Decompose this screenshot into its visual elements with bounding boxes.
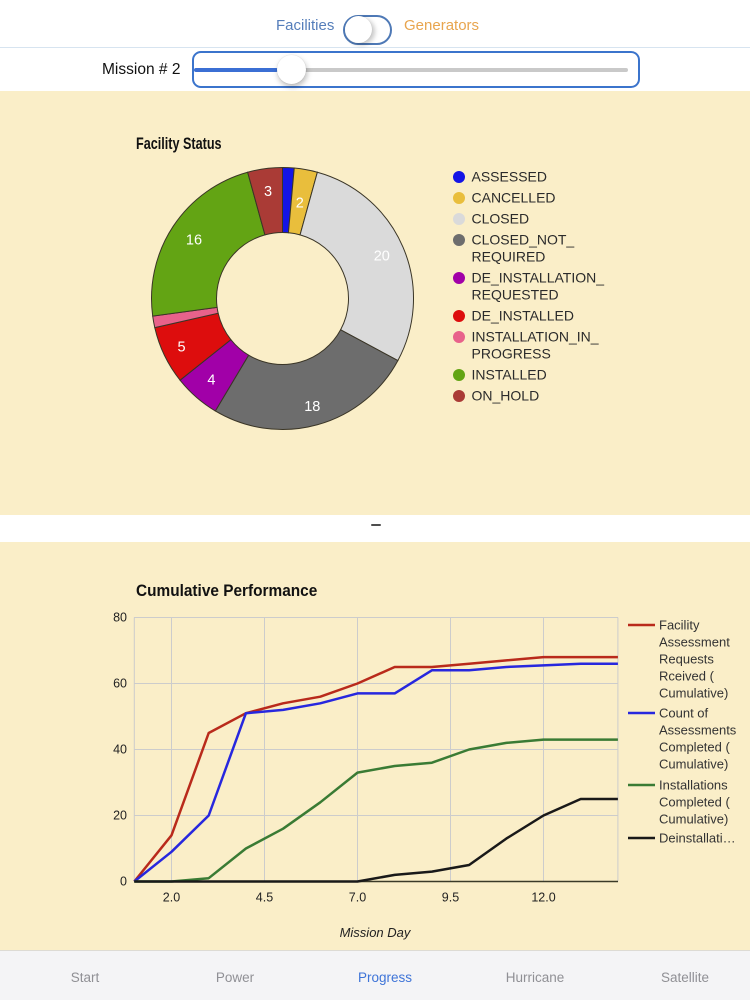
svg-text:DE_INSTALLATION_: DE_INSTALLATION_ — [472, 270, 605, 286]
svg-text:PROGRESS: PROGRESS — [472, 346, 551, 362]
svg-text:Cumulative): Cumulative) — [659, 686, 728, 701]
svg-text:2: 2 — [296, 196, 304, 212]
svg-text:Requests: Requests — [659, 652, 714, 667]
svg-text:REQUIRED: REQUIRED — [472, 249, 546, 265]
svg-text:Rceived (: Rceived ( — [659, 669, 715, 684]
svg-text:CLOSED: CLOSED — [472, 211, 530, 227]
svg-text:REQUESTED: REQUESTED — [472, 287, 559, 303]
svg-text:80: 80 — [113, 611, 127, 625]
svg-text:ASSESSED: ASSESSED — [472, 169, 547, 185]
svg-text:9.5: 9.5 — [442, 891, 459, 905]
svg-text:20: 20 — [374, 249, 390, 265]
svg-text:Completed (: Completed ( — [659, 740, 730, 755]
svg-text:60: 60 — [113, 677, 127, 691]
svg-text:7.0: 7.0 — [349, 891, 366, 905]
svg-text:Cumulative): Cumulative) — [659, 757, 728, 772]
svg-text:ON_HOLD: ON_HOLD — [472, 388, 540, 404]
svg-text:Cumulative): Cumulative) — [659, 812, 728, 827]
svg-text:3: 3 — [264, 184, 272, 200]
svg-text:4: 4 — [207, 372, 215, 388]
svg-text:Assessment: Assessment — [659, 635, 730, 650]
svg-text:Facility: Facility — [659, 618, 700, 633]
svg-text:16: 16 — [186, 233, 202, 249]
svg-text:Count of: Count of — [659, 706, 709, 721]
svg-text:2.0: 2.0 — [163, 891, 180, 905]
svg-text:Mission Day: Mission Day — [340, 925, 412, 940]
svg-text:18: 18 — [304, 399, 320, 415]
svg-text:CANCELLED: CANCELLED — [472, 190, 556, 206]
svg-text:Installations: Installations — [659, 778, 728, 793]
svg-text:4.5: 4.5 — [256, 891, 273, 905]
svg-text:INSTALLED: INSTALLED — [472, 367, 547, 383]
svg-text:0: 0 — [120, 875, 127, 889]
svg-text:5: 5 — [178, 340, 186, 356]
svg-text:DE_INSTALLED: DE_INSTALLED — [472, 308, 574, 324]
svg-text:Assessments: Assessments — [659, 723, 737, 738]
svg-text:40: 40 — [113, 743, 127, 757]
svg-text:Completed (: Completed ( — [659, 795, 730, 810]
svg-text:20: 20 — [113, 809, 127, 823]
svg-text:Deinstallati…: Deinstallati… — [659, 831, 736, 846]
svg-text:CLOSED_NOT_: CLOSED_NOT_ — [472, 232, 575, 248]
svg-text:INSTALLATION_IN_: INSTALLATION_IN_ — [472, 329, 599, 345]
svg-text:12.0: 12.0 — [531, 891, 555, 905]
